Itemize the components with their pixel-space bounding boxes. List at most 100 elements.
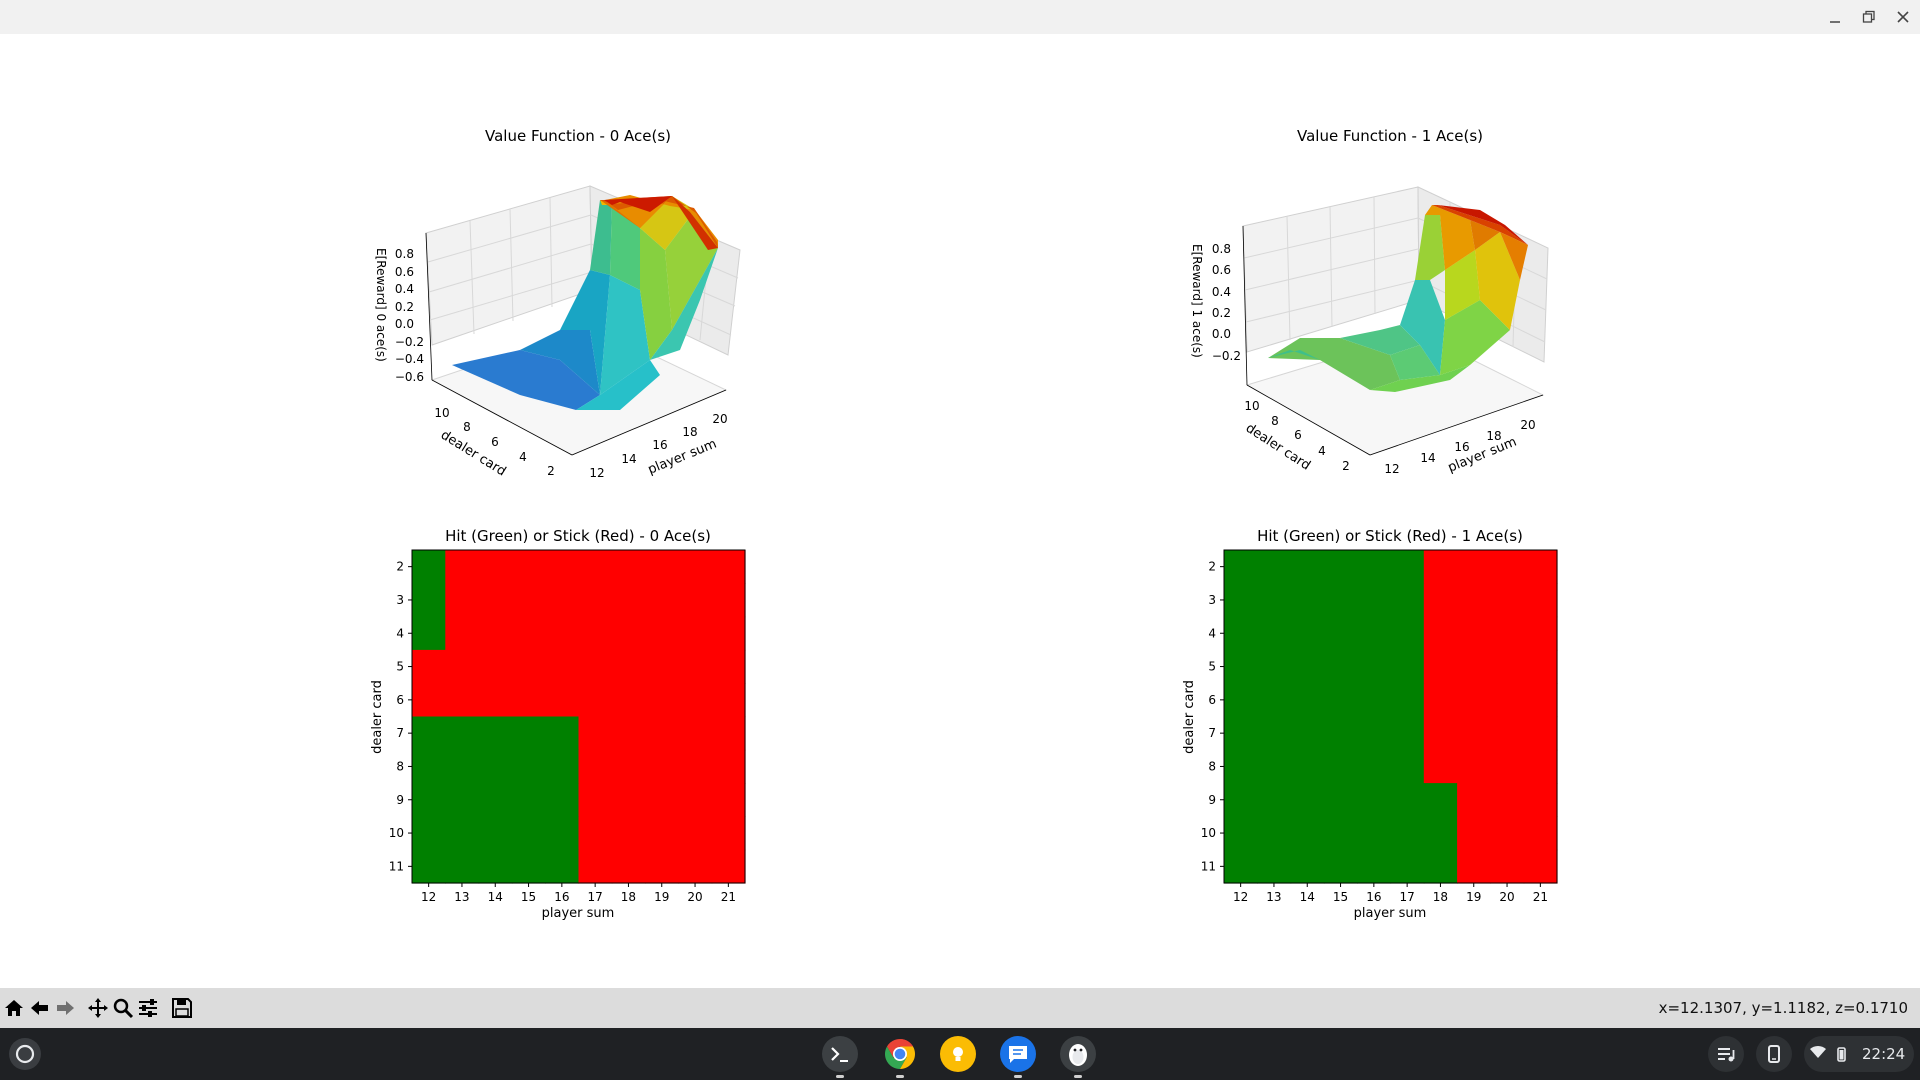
z-tick-label: 0.8 bbox=[395, 247, 414, 261]
heatmap-xlabel: player sum bbox=[1354, 906, 1427, 921]
heatmap-cell bbox=[1390, 683, 1425, 718]
heatmap-cell bbox=[1290, 816, 1325, 851]
z-tick-label: −0.6 bbox=[395, 370, 424, 384]
heatmap-cell bbox=[445, 583, 480, 618]
back-button[interactable] bbox=[28, 996, 52, 1020]
playlist-icon bbox=[1718, 1048, 1735, 1062]
x-tick-label: 18 bbox=[621, 890, 636, 904]
player-tick-label: 18 bbox=[1486, 429, 1501, 443]
heatmap-cell bbox=[1423, 550, 1458, 584]
heatmap-cell bbox=[1257, 849, 1292, 884]
chrome-app[interactable] bbox=[882, 1036, 918, 1078]
heatmap-cell bbox=[511, 716, 546, 751]
heatmap-cell bbox=[412, 749, 446, 784]
heatmap-cell bbox=[611, 550, 646, 584]
figure-svg[interactable]: Value Function - 0 Ace(s) bbox=[0, 34, 1920, 988]
launcher-button[interactable] bbox=[8, 1037, 42, 1071]
window-titlebar bbox=[0, 0, 1920, 34]
heatmap-cell bbox=[678, 550, 713, 584]
heatmap-cells bbox=[1224, 550, 1558, 884]
heatmap-cell bbox=[678, 716, 713, 751]
heatmap-cell bbox=[1290, 849, 1325, 884]
heatmap-cell bbox=[645, 550, 679, 584]
launcher-icon bbox=[9, 1038, 41, 1070]
heatmap-frame bbox=[411, 549, 746, 884]
figure-canvas[interactable]: Value Function - 0 Ace(s) bbox=[0, 34, 1920, 988]
z-tick-label: 0.4 bbox=[1212, 285, 1231, 299]
heatmap-cell bbox=[1490, 649, 1525, 684]
heatmap-cell bbox=[445, 683, 480, 718]
heatmap-cell bbox=[478, 783, 513, 817]
dealer-tick-label: 2 bbox=[1342, 459, 1350, 473]
x-tick-label: 12 bbox=[1233, 890, 1248, 904]
heatmap-cell bbox=[478, 716, 513, 751]
running-indicator bbox=[896, 1075, 904, 1078]
home-button[interactable] bbox=[2, 996, 26, 1020]
surface-plot-0-aces: Value Function - 0 Ace(s) bbox=[374, 127, 741, 480]
configure-subplots-button[interactable] bbox=[136, 996, 160, 1020]
heatmap-cell bbox=[1323, 616, 1358, 651]
heatmap-cell bbox=[1490, 849, 1525, 884]
heatmap-cell bbox=[578, 583, 613, 618]
forward-button[interactable] bbox=[53, 996, 77, 1020]
status-area[interactable]: 22:24 bbox=[1804, 1036, 1914, 1072]
heatmap-cell bbox=[1290, 583, 1325, 618]
restore-icon bbox=[1862, 10, 1875, 23]
y-tick-label: 11 bbox=[389, 859, 404, 873]
configure-subplots-icon bbox=[139, 999, 157, 1017]
heatmap-cell bbox=[1423, 716, 1458, 751]
dealer-axis-line bbox=[431, 379, 573, 456]
heatmap-cell bbox=[1390, 783, 1425, 817]
heatmap-cell bbox=[1423, 849, 1458, 884]
x-tick-label: 14 bbox=[1300, 890, 1315, 904]
phone-icon bbox=[1768, 1045, 1780, 1063]
z-tick-label: 0.0 bbox=[1212, 327, 1231, 341]
dealer-tick-label: 10 bbox=[434, 406, 449, 420]
keep-app[interactable] bbox=[940, 1036, 976, 1072]
heatmap-cell bbox=[1523, 616, 1558, 651]
pan-button[interactable] bbox=[86, 996, 110, 1020]
heatmap-cell bbox=[711, 583, 746, 618]
dealer-tick-label: 4 bbox=[1318, 444, 1326, 458]
media-controls-button[interactable] bbox=[1708, 1036, 1744, 1072]
heatmap-cell bbox=[412, 649, 446, 684]
close-button[interactable] bbox=[1886, 0, 1920, 34]
heatmap-cell bbox=[1323, 849, 1358, 884]
zoom-button[interactable] bbox=[111, 996, 135, 1020]
z-tick-label: 0.6 bbox=[1212, 263, 1231, 277]
heatmap-cell bbox=[1523, 749, 1558, 784]
heatmap-cell bbox=[1290, 783, 1325, 817]
heatmap-cell bbox=[1390, 749, 1425, 784]
y-tick-label: 9 bbox=[396, 793, 404, 807]
heatmap-cell bbox=[711, 816, 746, 851]
minimize-button[interactable] bbox=[1818, 0, 1852, 34]
heatmap-cell bbox=[1224, 783, 1258, 817]
x-tick-label: 13 bbox=[1266, 890, 1281, 904]
heatmap-cell bbox=[611, 583, 646, 618]
heatmap-cell bbox=[1257, 816, 1292, 851]
heatmap-cell bbox=[645, 649, 679, 684]
y-tick-label: 9 bbox=[1208, 793, 1216, 807]
messages-app[interactable] bbox=[1000, 1036, 1036, 1078]
maximize-button[interactable] bbox=[1852, 0, 1886, 34]
linux-app[interactable] bbox=[1060, 1036, 1096, 1078]
heatmap-cell bbox=[445, 816, 480, 851]
terminal-app[interactable] bbox=[822, 1036, 858, 1078]
heatmap-cell bbox=[578, 783, 613, 817]
heatmap-cell bbox=[545, 683, 580, 718]
heatmap-cell bbox=[1357, 816, 1392, 851]
player-tick-labels: 12 14 16 18 20 bbox=[589, 412, 727, 480]
heatmap-cell bbox=[678, 583, 713, 618]
heatmap-cell bbox=[711, 716, 746, 751]
save-button[interactable] bbox=[170, 996, 194, 1020]
heatmap-cell bbox=[1224, 649, 1258, 684]
heatmap-cell bbox=[1224, 749, 1258, 784]
heatmap-cell bbox=[678, 749, 713, 784]
y-tick-label: 7 bbox=[396, 726, 404, 740]
heatmap-cell bbox=[511, 550, 546, 584]
dealer-tick-labels: 10 8 6 4 2 bbox=[434, 406, 554, 478]
heatmap-cell bbox=[1457, 683, 1491, 718]
surface-title: Value Function - 0 Ace(s) bbox=[485, 127, 671, 145]
heatmap-cell bbox=[1323, 550, 1358, 584]
phone-hub-button[interactable] bbox=[1756, 1036, 1792, 1072]
